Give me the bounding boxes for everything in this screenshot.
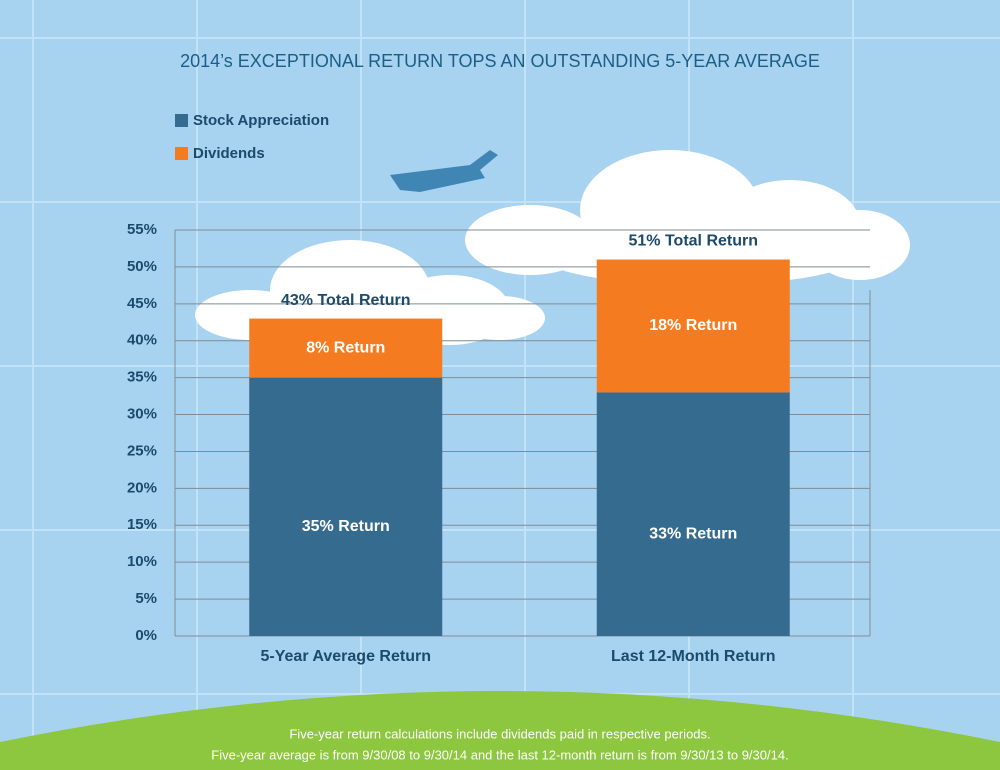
y-tick-label: 50% [127, 258, 157, 275]
y-tick-label: 0% [135, 627, 157, 644]
total-label: 43% Total Return [281, 292, 411, 309]
bar-segment [596, 392, 790, 636]
legend-label: Stock Appreciation [193, 112, 329, 129]
y-tick-label: 15% [127, 516, 157, 533]
airplane-icon [390, 150, 498, 192]
value-label: 8% Return [306, 339, 385, 356]
y-tick-label: 45% [127, 295, 157, 312]
y-tick-label: 30% [127, 406, 157, 423]
legend-label: Dividends [193, 145, 265, 162]
y-tick-label: 5% [135, 590, 157, 607]
bar-segment [596, 259, 790, 393]
green-hill [0, 691, 1000, 770]
bar-segment [249, 377, 443, 636]
plot-area: 0% 5% 10% 15% 20% 25% 30% 35% 40% 45% 50% 55% 35% Re… [127, 221, 871, 665]
y-tick-label: 20% [127, 479, 157, 496]
legend: Stock Appreciation Dividends [175, 112, 329, 162]
footnote: Five-year return calculations include di… [289, 726, 710, 741]
footnote: Five-year average is from 9/30/08 to 9/3… [211, 747, 788, 762]
value-label: 35% Return [302, 518, 390, 535]
y-tick-label: 25% [127, 442, 157, 459]
chart-title: 2014’s EXCEPTIONAL RETURN TOPS AN OUTSTA… [180, 51, 820, 71]
x-tick-label: Last 12-Month Return [611, 648, 775, 665]
total-label: 51% Total Return [629, 233, 759, 250]
y-tick-label: 55% [127, 221, 157, 238]
value-label: 18% Return [649, 317, 737, 334]
bar-segment [249, 318, 443, 378]
y-tick-label: 10% [127, 553, 157, 570]
value-label: 33% Return [649, 525, 737, 542]
y-tick-label: 40% [127, 332, 157, 349]
y-tick-label: 35% [127, 369, 157, 386]
legend-swatch [175, 147, 188, 160]
x-tick-label: 5-Year Average Return [261, 648, 431, 665]
legend-swatch [175, 114, 188, 127]
